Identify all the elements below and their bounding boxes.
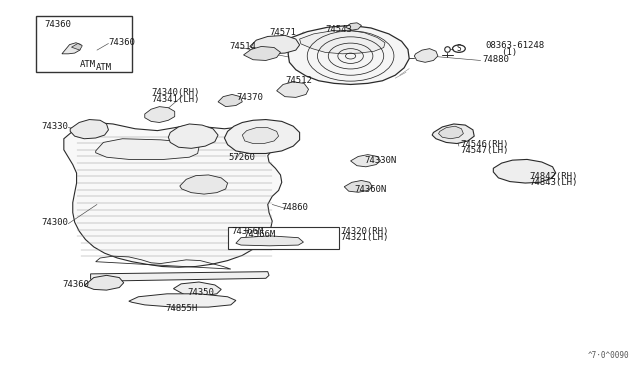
- Text: 74543: 74543: [325, 25, 352, 33]
- Text: 74330N: 74330N: [365, 156, 397, 166]
- Polygon shape: [180, 175, 228, 194]
- Text: 74842(RH): 74842(RH): [529, 172, 577, 181]
- Text: 74350: 74350: [188, 288, 214, 297]
- Text: 74370: 74370: [236, 93, 263, 102]
- Text: 74843(LH): 74843(LH): [529, 178, 577, 187]
- Polygon shape: [236, 236, 303, 246]
- Polygon shape: [244, 46, 280, 61]
- Polygon shape: [218, 94, 243, 107]
- Text: 74360: 74360: [63, 280, 90, 289]
- Polygon shape: [243, 128, 278, 144]
- Text: ATM: ATM: [96, 63, 112, 72]
- Polygon shape: [64, 122, 282, 267]
- Polygon shape: [145, 107, 175, 122]
- Text: 74366M: 74366M: [244, 230, 276, 239]
- Polygon shape: [288, 25, 409, 84]
- Polygon shape: [129, 294, 236, 307]
- Polygon shape: [91, 272, 269, 281]
- Polygon shape: [62, 43, 81, 54]
- Text: 74300: 74300: [41, 218, 68, 227]
- Bar: [228, 227, 339, 249]
- Polygon shape: [432, 124, 474, 144]
- Text: 74546(RH): 74546(RH): [460, 140, 509, 149]
- Text: 74360N: 74360N: [355, 185, 387, 194]
- Text: 74340(RH): 74340(RH): [152, 89, 200, 97]
- Polygon shape: [414, 49, 438, 62]
- Text: 74880: 74880: [483, 55, 509, 64]
- Text: 74360: 74360: [108, 38, 135, 46]
- Text: 74547(LH): 74547(LH): [460, 147, 509, 155]
- Polygon shape: [344, 180, 372, 192]
- Polygon shape: [250, 35, 300, 54]
- Polygon shape: [276, 82, 308, 97]
- Polygon shape: [168, 124, 218, 148]
- Text: (1): (1): [502, 48, 518, 57]
- Text: S: S: [456, 44, 461, 53]
- Text: 57260: 57260: [229, 153, 256, 162]
- Text: ^7·0^0090: ^7·0^0090: [588, 350, 629, 359]
- Text: 74320(RH): 74320(RH): [340, 227, 388, 235]
- Bar: [36, 16, 132, 71]
- Text: 74341(LH): 74341(LH): [152, 95, 200, 104]
- Text: 74860: 74860: [282, 203, 308, 212]
- Polygon shape: [96, 139, 199, 160]
- Polygon shape: [493, 160, 556, 183]
- Text: 74330: 74330: [41, 122, 68, 131]
- Text: 74360: 74360: [44, 20, 71, 29]
- Text: ATM: ATM: [79, 60, 95, 70]
- Polygon shape: [84, 275, 124, 290]
- Text: 08363-61248: 08363-61248: [486, 41, 545, 50]
- Polygon shape: [300, 30, 385, 54]
- Text: 74512: 74512: [285, 76, 312, 85]
- Text: 74571: 74571: [269, 28, 296, 37]
- Polygon shape: [72, 44, 83, 50]
- Text: 74855H: 74855H: [166, 304, 198, 313]
- Text: 74321(LH): 74321(LH): [340, 233, 388, 242]
- Text: 74366M: 74366M: [232, 227, 264, 236]
- Polygon shape: [70, 119, 108, 139]
- Polygon shape: [225, 119, 300, 154]
- Polygon shape: [173, 282, 221, 296]
- Polygon shape: [438, 126, 463, 139]
- Polygon shape: [346, 23, 362, 30]
- Text: 74514: 74514: [230, 42, 257, 51]
- Polygon shape: [351, 155, 381, 167]
